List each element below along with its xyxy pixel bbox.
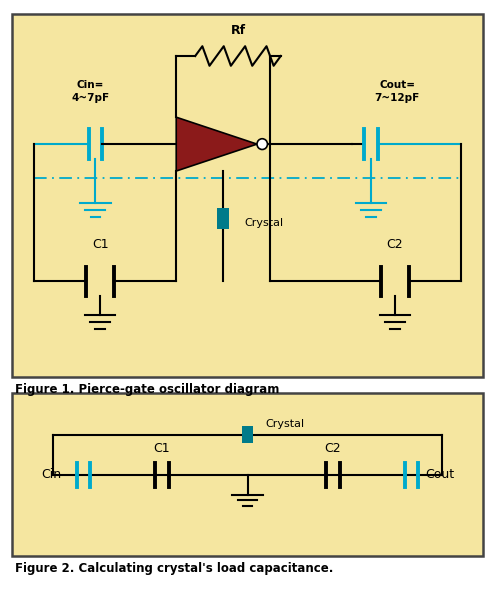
Text: C1: C1 [92,238,108,251]
Text: Cout=
7~12pF: Cout= 7~12pF [375,80,420,103]
Text: Crystal: Crystal [265,418,305,429]
Text: Cout: Cout [425,468,454,481]
Text: Cin: Cin [41,468,61,481]
FancyBboxPatch shape [12,14,483,377]
Bar [217,208,229,229]
Text: C2: C2 [387,238,403,251]
Text: Figure 1. Pierce-gate oscillator diagram: Figure 1. Pierce-gate oscillator diagram [15,383,279,396]
Bar [242,426,253,443]
Text: Cin=
4~7pF: Cin= 4~7pF [72,80,110,103]
Circle shape [257,139,267,149]
Text: Figure 2. Calculating crystal's load capacitance.: Figure 2. Calculating crystal's load cap… [15,562,333,576]
Text: Rf: Rf [231,24,246,38]
Text: C1: C1 [153,442,170,456]
FancyBboxPatch shape [12,393,483,556]
Text: Crystal: Crystal [245,218,284,227]
Text: C2: C2 [325,442,342,456]
Polygon shape [176,117,257,171]
